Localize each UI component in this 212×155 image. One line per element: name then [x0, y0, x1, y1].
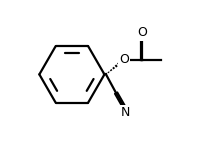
Text: N: N	[121, 106, 130, 119]
Text: O: O	[119, 53, 129, 66]
Text: O: O	[138, 26, 147, 39]
